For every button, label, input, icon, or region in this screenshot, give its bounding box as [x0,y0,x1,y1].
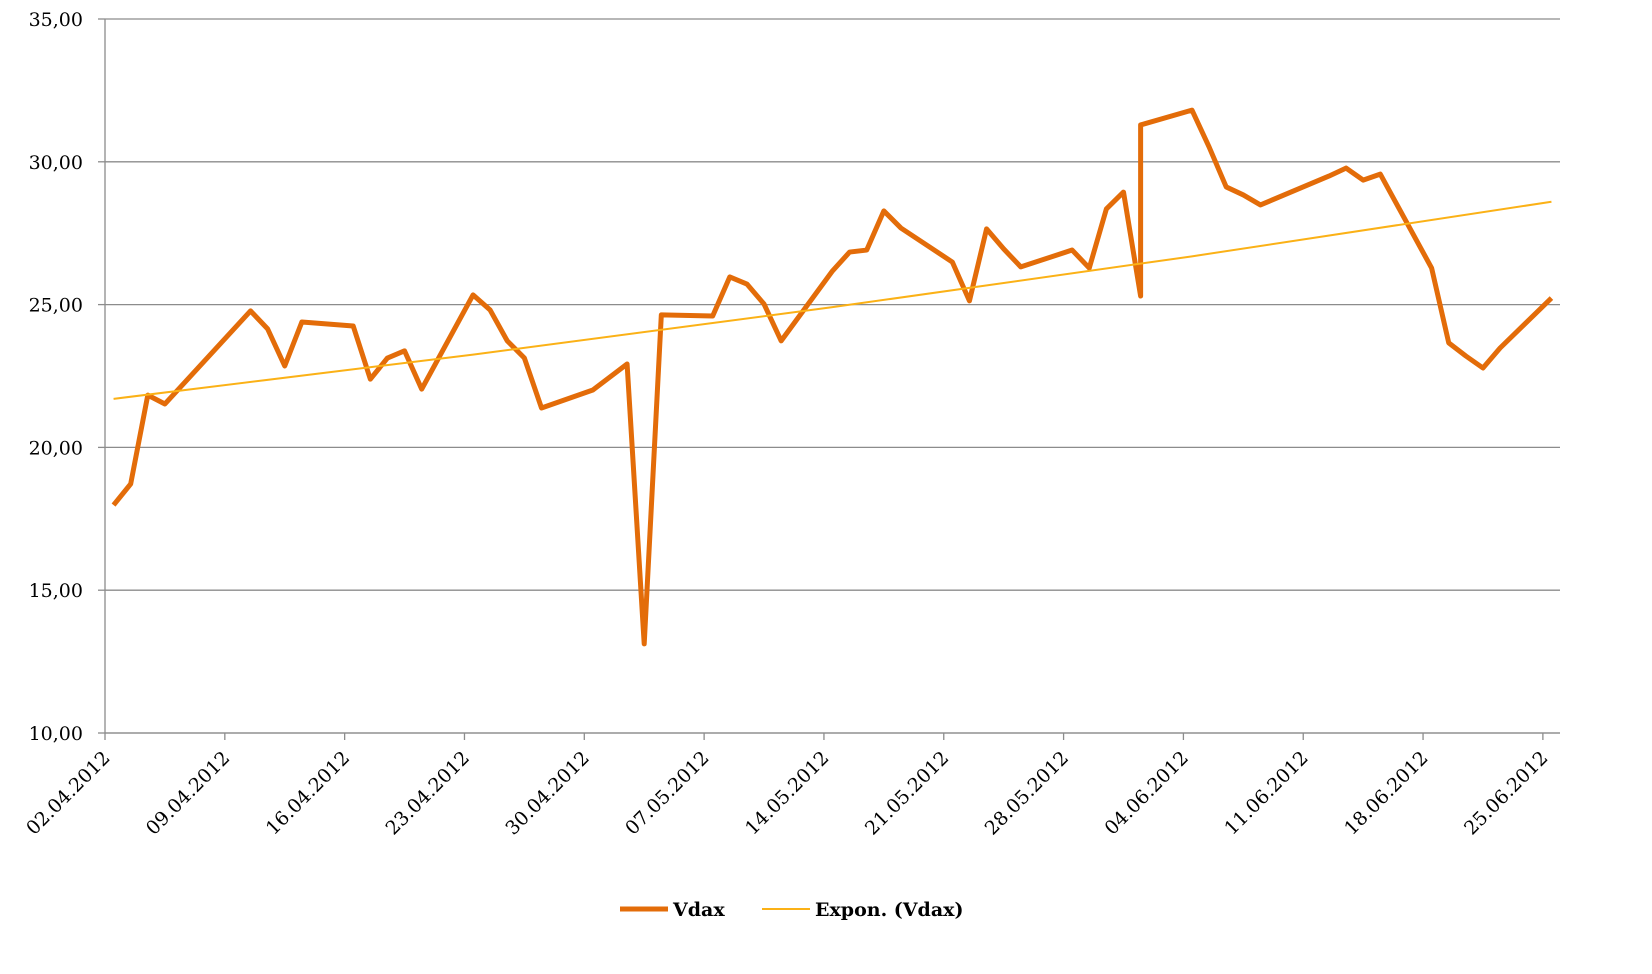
x-tick-label: 04.06.2012 [1100,747,1192,839]
x-tick-label: 14.05.2012 [741,747,833,839]
x-tick-label: 02.04.2012 [22,747,114,839]
y-tick-label: 25,00 [29,295,83,317]
x-tick-label: 18.06.2012 [1340,747,1432,839]
x-tick-label: 16.04.2012 [262,747,354,839]
series-line [111,107,1554,647]
y-tick-label: 20,00 [29,437,83,459]
y-tick-label: 30,00 [29,152,83,174]
x-tick-label: 23.04.2012 [382,747,474,839]
x-tick-label: 30.04.2012 [501,747,593,839]
x-tick-label: 11.06.2012 [1220,747,1312,839]
y-tick-label: 35,00 [29,9,83,31]
x-tick-label: 25.06.2012 [1460,747,1552,839]
series-line [113,200,1552,400]
x-tick-label: 21.05.2012 [861,747,953,839]
y-tick-label: 15,00 [29,580,83,602]
y-tick-label: 10,00 [29,723,83,745]
legend-label: Expon. (Vdax) [815,899,963,921]
x-tick-label: 09.04.2012 [142,747,234,839]
x-tick-label: 07.05.2012 [621,747,713,839]
legend-label: Vdax [672,899,725,921]
x-tick-label: 28.05.2012 [981,747,1073,839]
